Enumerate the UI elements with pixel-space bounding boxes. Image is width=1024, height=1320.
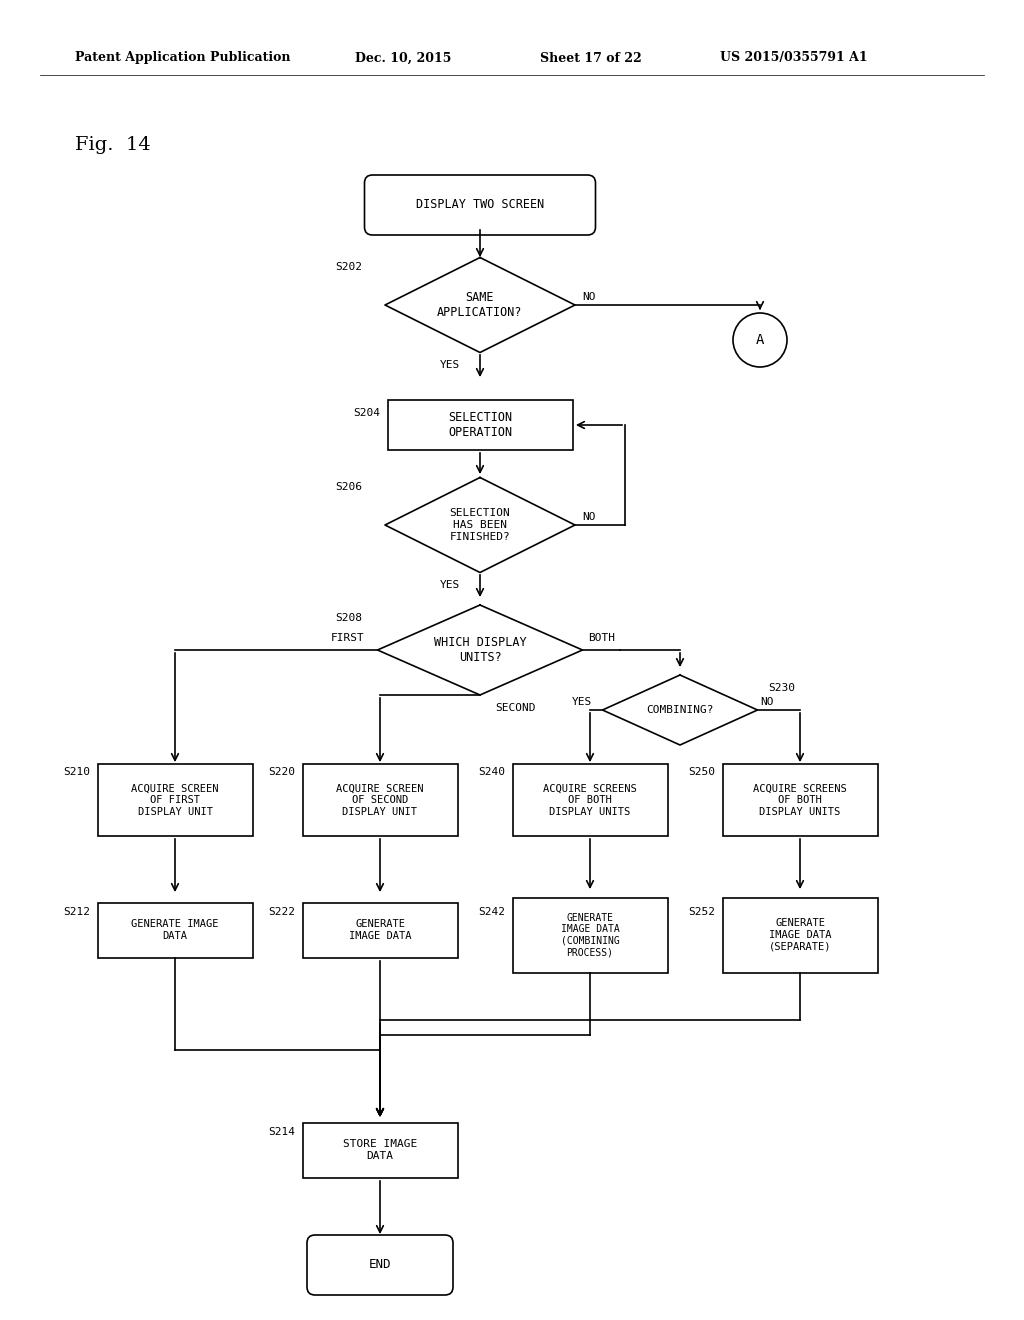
Text: GENERATE IMAGE
DATA: GENERATE IMAGE DATA — [131, 919, 219, 941]
Text: END: END — [369, 1258, 391, 1271]
Text: US 2015/0355791 A1: US 2015/0355791 A1 — [720, 51, 867, 65]
Text: Fig.  14: Fig. 14 — [75, 136, 151, 154]
Text: ACQUIRE SCREEN
OF SECOND
DISPLAY UNIT: ACQUIRE SCREEN OF SECOND DISPLAY UNIT — [336, 783, 424, 817]
Text: S252: S252 — [688, 907, 715, 917]
Text: S206: S206 — [335, 482, 362, 492]
Text: WHICH DISPLAY
UNITS?: WHICH DISPLAY UNITS? — [434, 636, 526, 664]
Text: COMBINING?: COMBINING? — [646, 705, 714, 715]
Text: S220: S220 — [268, 767, 295, 777]
Bar — [723, 764, 878, 836]
Bar — [723, 898, 878, 973]
Text: YES: YES — [440, 360, 460, 370]
Bar — [512, 764, 668, 836]
Text: S208: S208 — [335, 612, 362, 623]
Text: S242: S242 — [478, 907, 505, 917]
Bar — [302, 764, 458, 836]
Text: NO: NO — [760, 697, 773, 708]
Text: S202: S202 — [335, 261, 362, 272]
Text: Dec. 10, 2015: Dec. 10, 2015 — [355, 51, 452, 65]
Text: S240: S240 — [478, 767, 505, 777]
Text: BOTH: BOTH — [588, 634, 615, 643]
Text: S230: S230 — [768, 682, 795, 693]
Text: NO: NO — [582, 292, 596, 302]
Text: YES: YES — [571, 697, 592, 708]
Text: GENERATE
IMAGE DATA
(COMBINING
PROCESS): GENERATE IMAGE DATA (COMBINING PROCESS) — [560, 912, 620, 957]
Bar — [512, 898, 668, 973]
Text: ACQUIRE SCREENS
OF BOTH
DISPLAY UNITS: ACQUIRE SCREENS OF BOTH DISPLAY UNITS — [753, 783, 847, 817]
Text: ACQUIRE SCREEN
OF FIRST
DISPLAY UNIT: ACQUIRE SCREEN OF FIRST DISPLAY UNIT — [131, 783, 219, 817]
Text: Sheet 17 of 22: Sheet 17 of 22 — [540, 51, 642, 65]
Text: S212: S212 — [63, 907, 90, 917]
Text: Patent Application Publication: Patent Application Publication — [75, 51, 291, 65]
Bar — [387, 400, 572, 450]
Bar — [97, 764, 253, 836]
Bar — [302, 1122, 458, 1177]
FancyBboxPatch shape — [365, 176, 596, 235]
Text: DISPLAY TWO SCREEN: DISPLAY TWO SCREEN — [416, 198, 544, 211]
Text: NO: NO — [582, 512, 596, 521]
Text: S210: S210 — [63, 767, 90, 777]
Text: ACQUIRE SCREENS
OF BOTH
DISPLAY UNITS: ACQUIRE SCREENS OF BOTH DISPLAY UNITS — [543, 783, 637, 817]
Text: GENERATE
IMAGE DATA: GENERATE IMAGE DATA — [349, 919, 412, 941]
Text: S204: S204 — [353, 408, 380, 418]
Bar — [97, 903, 253, 957]
Text: A: A — [756, 333, 764, 347]
Circle shape — [733, 313, 787, 367]
Text: YES: YES — [440, 579, 460, 590]
Text: S214: S214 — [268, 1127, 295, 1137]
Text: SAME
APPLICATION?: SAME APPLICATION? — [437, 290, 522, 319]
Text: S250: S250 — [688, 767, 715, 777]
FancyBboxPatch shape — [307, 1236, 453, 1295]
Bar — [302, 903, 458, 957]
Text: STORE IMAGE
DATA: STORE IMAGE DATA — [343, 1139, 417, 1160]
Text: SELECTION
OPERATION: SELECTION OPERATION — [447, 411, 512, 440]
Text: GENERATE
IMAGE DATA
(SEPARATE): GENERATE IMAGE DATA (SEPARATE) — [769, 919, 831, 952]
Text: S222: S222 — [268, 907, 295, 917]
Text: SECOND: SECOND — [495, 704, 536, 713]
Text: SELECTION
HAS BEEN
FINISHED?: SELECTION HAS BEEN FINISHED? — [450, 508, 510, 541]
Text: FIRST: FIRST — [331, 634, 365, 643]
